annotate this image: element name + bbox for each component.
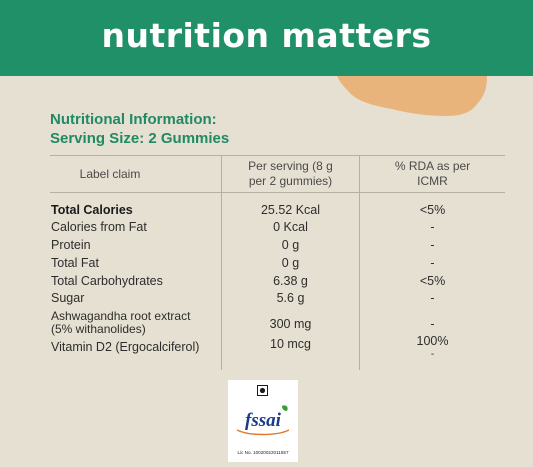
row-rda-sugar: -: [430, 291, 435, 305]
row-value-total-calories: 25.52 Kcal: [260, 203, 321, 217]
header-rda-line1: % RDA as per: [394, 159, 471, 173]
row-label-vitamin-d2: Vitamin D2 (Ergocalciferol): [51, 340, 200, 354]
header-label-claim: Label claim: [79, 167, 141, 181]
row-value-ashwagandha: 300 mg: [269, 317, 312, 331]
header-per-serving-line1: Per serving (8 g: [248, 159, 333, 173]
row-rda-total-fat: -: [430, 256, 435, 270]
row-label-calories-from-fat: Calories from Fat: [51, 220, 147, 234]
table-col-divider-1: [221, 155, 222, 370]
row-rda-calories-from-fat: -: [430, 220, 435, 234]
table-header-divider: [50, 192, 505, 193]
fssai-wordmark-icon: fssai: [236, 405, 290, 436]
header-banner: nutrition matters: [0, 0, 533, 76]
row-rda-vitamin-d2: 100% -: [360, 335, 505, 361]
nutrition-info-heading: Nutritional Information: Serving Size: 2…: [50, 110, 229, 148]
page-title: nutrition matters: [101, 16, 432, 55]
row-label-ashwagandha-line1: Ashwagandha root extract: [51, 309, 191, 323]
row-label-total-calories: Total Calories: [51, 203, 133, 217]
header-rda-line2: ICMR: [417, 174, 448, 188]
header-per-serving: Per serving (8 g per 2 gummies): [222, 159, 359, 189]
row-value-total-fat: 0 g: [281, 256, 300, 270]
row-label-ashwagandha-line2: (5% withanolides): [51, 322, 146, 336]
row-value-sugar: 5.6 g: [276, 291, 305, 305]
row-value-vitamin-d2: 10 mcg: [270, 337, 311, 351]
row-label-sugar: Sugar: [51, 291, 85, 305]
fssai-logo: fssai Lic No. 10020022011557: [228, 380, 298, 462]
row-rda-vitamin-d2-value: 100%: [416, 334, 449, 348]
header-per-serving-line2: per 2 gummies): [248, 174, 333, 188]
row-value-protein: 0 g: [281, 238, 300, 252]
row-value-calories-from-fat: 0 Kcal: [273, 220, 308, 234]
row-rda-total-carbohydrates: <5%: [419, 274, 446, 288]
veg-mark-icon: [257, 385, 268, 396]
row-value-total-carbohydrates: 6.38 g: [273, 274, 308, 288]
header-rda: % RDA as per ICMR: [360, 159, 505, 189]
row-rda-total-calories: <5%: [419, 203, 446, 217]
decorative-blob: [337, 76, 487, 116]
row-rda-ashwagandha: -: [430, 317, 435, 331]
table-col-divider-2: [359, 155, 360, 370]
row-label-total-fat: Total Fat: [51, 256, 99, 270]
table-top-border: [50, 155, 505, 156]
serving-size: Serving Size: 2 Gummies: [50, 130, 230, 147]
row-rda-protein: -: [430, 238, 435, 252]
row-label-ashwagandha: Ashwagandha root extract (5% withanolide…: [51, 310, 190, 336]
fssai-license-number: Lic No. 10020022011557: [237, 450, 289, 455]
fssai-logo-text: fssai: [245, 410, 282, 431]
row-rda-vitamin-d2-dash: -: [430, 349, 435, 360]
row-label-total-carbohydrates: Total Carbohydrates: [51, 274, 163, 288]
nutrition-info-title: Nutritional Information:: [50, 111, 217, 128]
row-label-protein: Protein: [51, 238, 91, 252]
